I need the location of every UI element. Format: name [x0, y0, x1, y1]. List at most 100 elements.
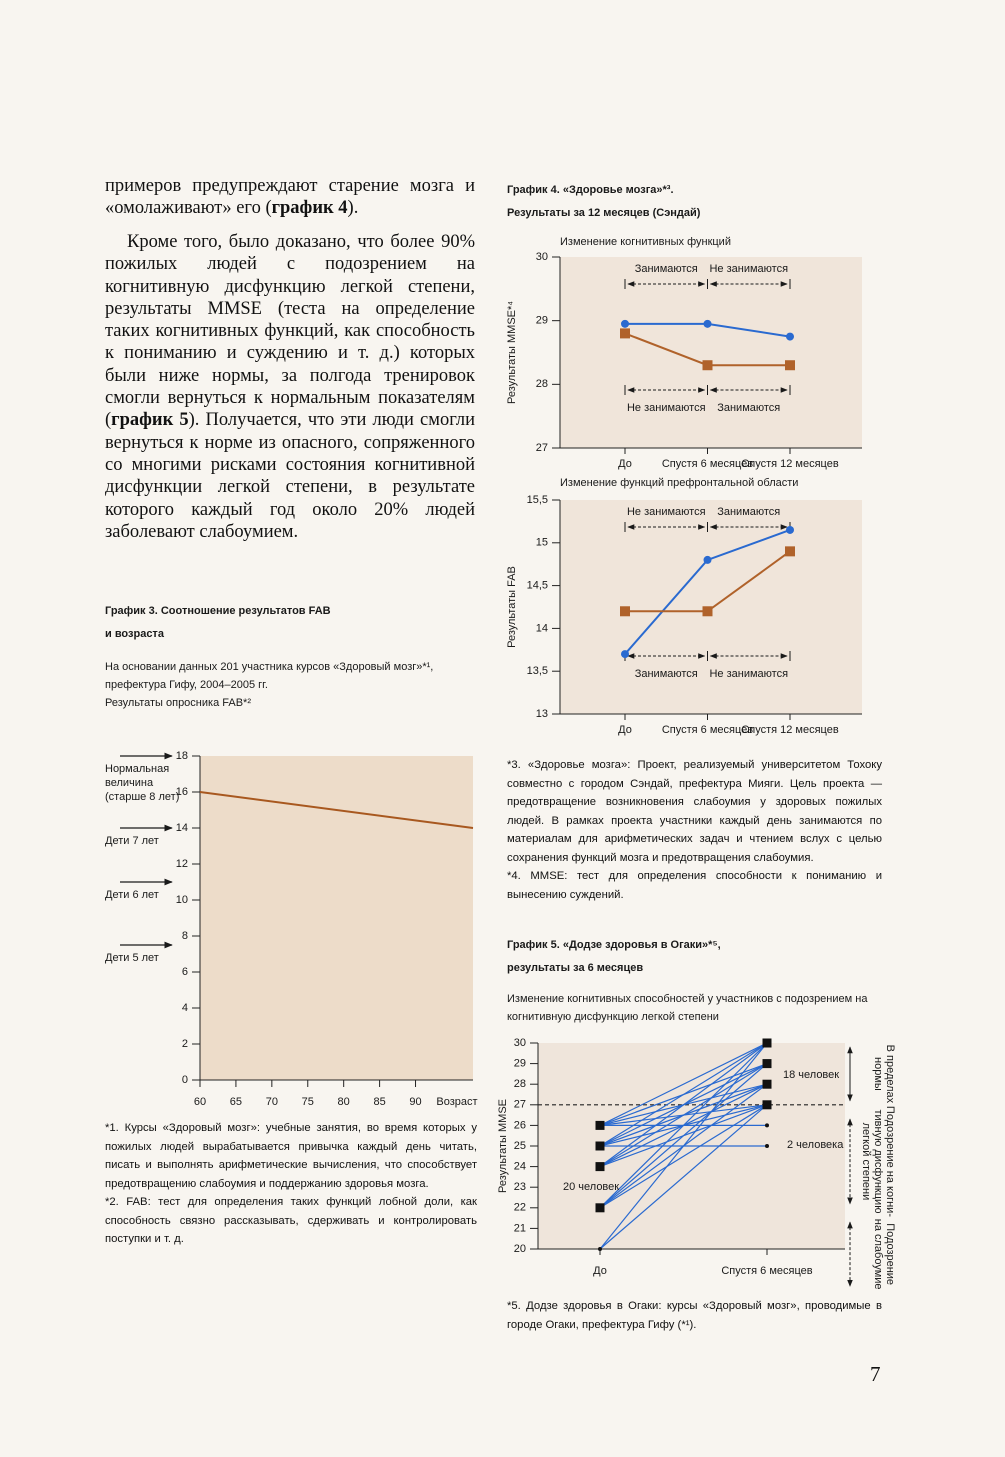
- y-tick-label: 13: [536, 708, 548, 720]
- point: [702, 606, 713, 617]
- y-tick-label: 16: [176, 786, 188, 798]
- footnote: *3. «Здоровье мозга»: Проект, реализуемы…: [507, 759, 882, 864]
- point: [620, 328, 630, 339]
- y-tick-label: 4: [182, 1002, 188, 1014]
- y-tick-label: 28: [536, 378, 548, 390]
- paragraph: Кроме того, было доказано, что более 90%…: [105, 231, 475, 543]
- x-tick-label: 75: [302, 1096, 314, 1108]
- plot-background: [560, 257, 862, 448]
- endpoint: [762, 1079, 772, 1089]
- participant-line: [599, 1042, 768, 1250]
- y-axis-label: Результаты MMSE: [497, 1099, 509, 1193]
- y-tick-label: 21: [514, 1222, 526, 1234]
- point: [785, 360, 795, 371]
- participant-line: [599, 1104, 768, 1250]
- zone-label: Подозрение на когни-: [884, 1106, 896, 1217]
- chart-subtitle: когнитивную дисфункцию легкой степени: [507, 1011, 719, 1023]
- point: [621, 319, 629, 328]
- chart-note: Результаты опросника FAB*²: [105, 697, 251, 709]
- x-tick-label: 85: [373, 1096, 385, 1108]
- y-tick-label: 14,5: [527, 580, 548, 592]
- footnote: *5. Додзе здоровья в Огаки: курсы «Здоро…: [507, 1300, 882, 1331]
- point: [785, 546, 795, 557]
- plot-background: [200, 756, 473, 1080]
- zone-label: нормы: [872, 1057, 884, 1091]
- y-tick-label: 2: [182, 1038, 188, 1050]
- participant-line: [599, 1042, 768, 1209]
- y-tick-label: 12: [176, 858, 188, 870]
- point: [702, 360, 713, 371]
- chart-title: и возраста: [105, 628, 165, 640]
- y-tick-label: 14: [176, 822, 188, 834]
- x-tick-label: Спустя 12 месяцев: [741, 724, 839, 736]
- participant-line: [599, 1063, 768, 1168]
- x-tick-label: 65: [230, 1096, 242, 1108]
- participant-line: [599, 1104, 768, 1209]
- level-label: Дети 6 лет: [105, 889, 159, 901]
- y-tick-label: 30: [536, 251, 548, 263]
- footnote: *2. FAB: тест для определения таких функ…: [105, 1196, 477, 1245]
- level-label: Нормальная: [105, 763, 169, 775]
- annotation-label: Занимаются: [717, 402, 780, 414]
- chart-title: График 3. Соотношение результатов FAB: [105, 605, 331, 617]
- y-tick-label: 10: [176, 894, 188, 906]
- y-tick-label: 20: [514, 1243, 526, 1255]
- y-tick-label: 8: [182, 930, 188, 942]
- x-tick-label: 60: [194, 1096, 206, 1108]
- endpoint: [595, 1203, 605, 1213]
- x-tick-label: 80: [338, 1096, 350, 1108]
- point: [703, 319, 712, 328]
- annotation-label: Не занимаются: [627, 402, 706, 414]
- y-axis-label: Результаты FAB: [506, 566, 518, 648]
- y-tick-label: 26: [514, 1119, 526, 1131]
- endpoint: [595, 1162, 605, 1172]
- x-tick-label: До: [593, 1265, 607, 1277]
- y-tick-label: 6: [182, 966, 188, 978]
- y-tick-label: 27: [536, 442, 548, 454]
- x-tick-label: До: [618, 458, 632, 470]
- endpoint: [595, 1120, 605, 1130]
- x-tick-label: Спустя 12 месяцев: [741, 458, 839, 470]
- bold-text: график 5: [111, 410, 189, 431]
- participant-line: [599, 1042, 768, 1168]
- endpoint: [765, 1123, 769, 1128]
- y-tick-label: 27: [514, 1099, 526, 1111]
- y-tick-label: 25: [514, 1140, 526, 1152]
- y-tick-label: 29: [536, 315, 548, 327]
- endpoint: [595, 1141, 605, 1151]
- x-tick-label: До: [618, 724, 632, 736]
- annotation-label: Не занимаются: [709, 668, 788, 680]
- endpoint: [765, 1144, 769, 1148]
- annotation-label: Занимаются: [635, 668, 698, 680]
- y-tick-label: 15: [536, 537, 548, 549]
- endpoint: [762, 1100, 772, 1110]
- bold-text: график 4: [271, 198, 348, 219]
- footnote: *1. Курсы «Здоровый мозг»: учебные занят…: [105, 1122, 477, 1190]
- y-tick-label: 13,5: [527, 665, 548, 677]
- level-label: величина: [105, 777, 154, 789]
- chart-title: Результаты за 12 месяцев (Сэндай): [507, 207, 701, 219]
- y-tick-label: 14: [536, 622, 548, 634]
- participant-line: [599, 1042, 768, 1126]
- chart-note: На основании данных 201 участника курсов…: [105, 661, 433, 673]
- zone-label: В пределах: [884, 1045, 896, 1104]
- annotation-label: Не занимаются: [709, 263, 788, 275]
- y-tick-label: 22: [514, 1202, 526, 1214]
- text: Кроме того, было доказано, что более 90%…: [105, 232, 475, 431]
- level-label: Дети 5 лет: [105, 952, 159, 964]
- chart-subtitle: Изменение когнитивных способностей у уча…: [507, 993, 868, 1005]
- x-tick-label: 90: [409, 1096, 421, 1108]
- point: [786, 332, 794, 341]
- text: примеров предупреждают старение мозга и …: [105, 176, 475, 219]
- paragraph: примеров предупреждают старение мозга и …: [105, 175, 475, 220]
- page-number: 7: [870, 1362, 881, 1386]
- zone-label: на слабоумие: [872, 1219, 884, 1290]
- y-tick-label: 23: [514, 1181, 526, 1193]
- footnote: *4. MMSE: тест для определения способнос…: [507, 870, 882, 901]
- endpoint: [762, 1038, 772, 1048]
- text: ). Получается, что эти люди смогли верну…: [105, 410, 476, 542]
- point: [621, 650, 629, 659]
- endpoint: [762, 1059, 772, 1069]
